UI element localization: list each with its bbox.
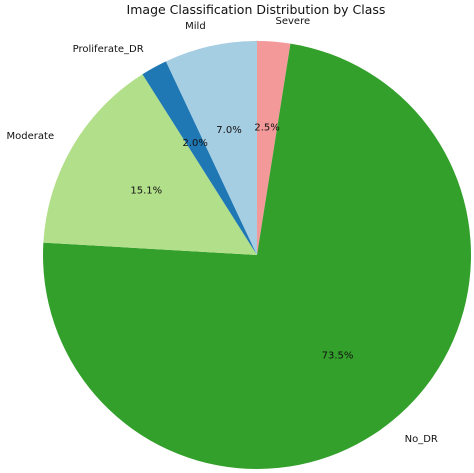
slice-percent-mild: 7.0%	[216, 125, 241, 136]
slice-label-proliferate-dr: Proliferate_DR	[73, 44, 144, 55]
chart-title: Image Classification Distribution by Cla…	[127, 2, 386, 17]
slice-percent-moderate: 15.1%	[130, 185, 162, 196]
slice-label-severe: Severe	[276, 16, 311, 27]
pie-slice-moderate	[43, 74, 257, 255]
pie-slice-no-dr	[42, 43, 471, 470]
slice-percent-proliferate-dr: 2.0%	[182, 138, 207, 149]
slice-label-no-dr: No_DR	[405, 434, 438, 445]
slice-label-moderate: Moderate	[7, 131, 55, 142]
pie-slice-mild	[165, 41, 257, 255]
slice-percent-severe: 2.5%	[254, 123, 279, 134]
slice-percent-no-dr: 73.5%	[322, 351, 354, 362]
pie-slice-proliferate-dr	[142, 61, 257, 255]
pie-slice-severe	[257, 41, 291, 255]
slice-label-mild: Mild	[185, 21, 206, 32]
